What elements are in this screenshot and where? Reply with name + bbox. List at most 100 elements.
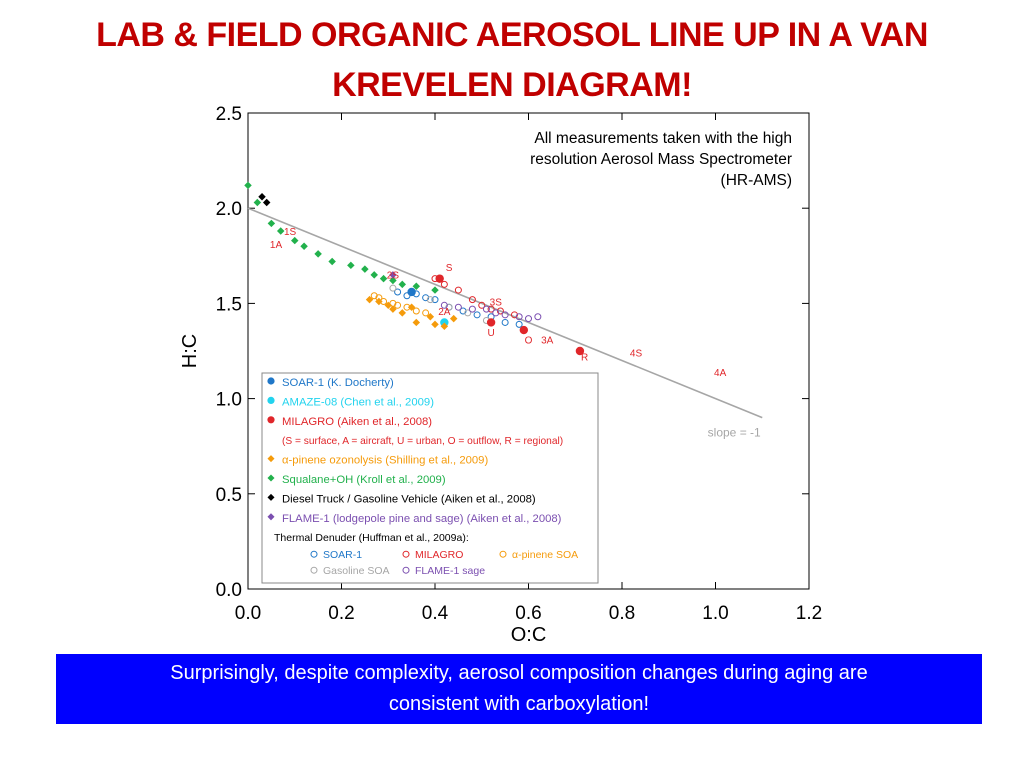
data-point [389, 276, 397, 285]
data-point [384, 301, 392, 310]
chart-note-line: resolution Aerosol Mass Spectrometer [530, 151, 792, 168]
legend-td-marker [402, 566, 410, 574]
chart-note-line: All measurements taken with the high [534, 130, 792, 147]
legend-label: Squalane+OH (Kroll et al., 2009) [282, 474, 446, 486]
td-point [487, 305, 495, 313]
data-point [412, 282, 421, 291]
legend-label: Diesel Truck / Gasoline Vehicle (Aiken e… [282, 493, 536, 505]
legend-td-label: Gasoline SOA [323, 565, 390, 577]
td-point [492, 309, 500, 317]
x-tick-label: 0.0 [235, 603, 261, 624]
x-tick-label: 0.2 [328, 603, 354, 624]
van-krevelen-chart: 0.0 0.2 0.4 0.6 0.8 1.0 1.2 0.0 0.5 1.0 1.5 2.0 2.5 O… [179, 104, 822, 646]
x-axis-label: O:C [511, 624, 547, 646]
legend-td-title: Thermal Denuder (Huffman et al., 2009a): [274, 532, 469, 544]
thermal-denuder-points [370, 275, 542, 328]
td-point [426, 296, 434, 304]
site-label: 2S [387, 271, 400, 282]
td-point [510, 311, 518, 319]
td-point [468, 305, 476, 313]
td-point [515, 313, 523, 321]
y-tick-label: 1.5 [216, 294, 242, 315]
slide-title-line-2: KREVELEN DIAGRAM! [332, 66, 692, 104]
data-point [431, 286, 439, 294]
legend-td-label: α-pinene SOA [512, 549, 578, 561]
td-point [412, 307, 420, 315]
td-point [496, 307, 504, 315]
x-tick-label: 0.6 [515, 603, 541, 624]
data-point [398, 309, 407, 317]
slide-title: LAB & FIELD ORGANIC AEROSOL LINE UP IN A… [40, 10, 984, 110]
td-point [464, 309, 472, 317]
data-point [412, 318, 421, 327]
site-label: U [487, 328, 494, 339]
legend-marker [267, 493, 275, 501]
data-point [267, 219, 276, 228]
site-label: S [446, 263, 453, 274]
legend-td-label: FLAME-1 sage [415, 565, 485, 577]
legend-td-label: SOAR-1 [323, 549, 362, 561]
td-point [422, 294, 430, 302]
td-point [394, 301, 402, 309]
td-point [440, 280, 448, 288]
chart-note: All measurements taken with the high reso… [530, 130, 792, 189]
site-label: 1A [270, 240, 283, 251]
data-point [361, 265, 369, 273]
site-label: O [525, 335, 533, 346]
data-point [300, 242, 308, 251]
legend-marker [267, 455, 275, 463]
site-label: 3S [490, 297, 503, 308]
conclusion-banner: Surprisingly, despite complexity, aeroso… [56, 654, 982, 724]
y-tick-label: 2.0 [216, 199, 242, 220]
data-point [435, 274, 444, 283]
td-point [501, 311, 509, 319]
data-points [244, 181, 585, 356]
legend-label: MILAGRO (Aiken et al., 2008) [282, 416, 432, 428]
data-point [440, 318, 449, 327]
data-point [262, 198, 271, 207]
x-tick-label: 0.4 [422, 603, 449, 624]
site-label: R [581, 353, 588, 364]
td-point [482, 305, 490, 313]
data-point [407, 303, 416, 311]
data-point [431, 320, 439, 329]
chart-axes: 0.0 0.2 0.4 0.6 0.8 1.0 1.2 0.0 0.5 1.0 1.5 2.0 2.5 O… [179, 104, 822, 646]
chart-note-text: All measurements taken with the high reso… [530, 130, 792, 189]
slope-label: slope = -1 [708, 426, 761, 440]
legend-label: FLAME-1 (lodgepole pine and sage) (Aiken… [282, 513, 562, 525]
td-point [389, 284, 397, 292]
data-point [258, 193, 266, 201]
slope-line-group: slope = -1 [247, 207, 763, 440]
data-point [379, 274, 388, 283]
data-point [347, 261, 355, 270]
data-point [486, 318, 496, 327]
td-point [478, 301, 486, 309]
y-tick-label: 2.5 [216, 104, 242, 125]
legend-marker [267, 416, 275, 424]
data-point [314, 250, 322, 258]
slide-title-line-1: LAB & FIELD ORGANIC AEROSOL LINE UP IN A… [96, 16, 928, 54]
legend-marker [267, 377, 275, 385]
banner-line-1: Surprisingly, despite complexity, aeroso… [170, 662, 868, 684]
td-point [454, 303, 462, 311]
legend-marker [267, 513, 275, 521]
td-point [394, 288, 402, 296]
data-point [365, 295, 374, 304]
site-label: 4A [714, 368, 727, 379]
chart-legend: SOAR-1 (K. Docherty) AMAZE-08 (Chen et al… [261, 372, 599, 584]
td-point [515, 320, 523, 328]
site-label: 1S [284, 227, 297, 238]
x-tick-label: 0.8 [609, 603, 635, 624]
td-point [445, 303, 453, 311]
data-point [426, 312, 435, 321]
legend-label: SOAR-1 (K. Docherty) [282, 377, 394, 389]
td-point [534, 313, 542, 321]
td-point [525, 315, 532, 323]
legend-td-marker [310, 566, 318, 574]
td-point [473, 311, 481, 319]
legend-td-marker [310, 550, 318, 558]
legend-marker [267, 396, 275, 404]
data-point [375, 297, 383, 306]
data-point [575, 346, 585, 356]
data-point [276, 227, 285, 235]
